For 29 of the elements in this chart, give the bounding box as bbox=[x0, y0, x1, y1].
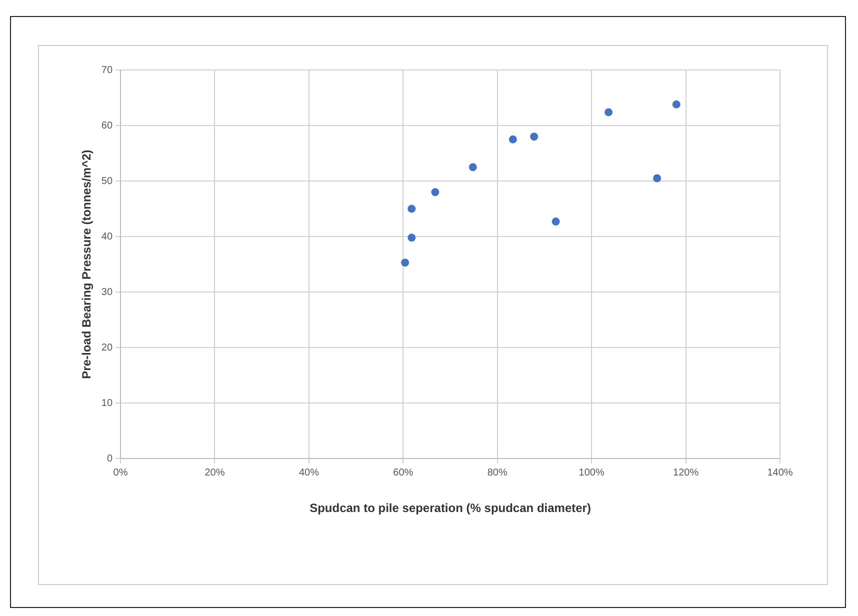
x-tick-label: 20% bbox=[204, 467, 225, 478]
y-tick-label: 70 bbox=[101, 64, 113, 76]
point bbox=[552, 218, 560, 226]
y-tick-label: 30 bbox=[101, 286, 113, 298]
x-tick-label: 120% bbox=[673, 467, 699, 478]
point bbox=[508, 135, 517, 144]
y-axis-title: Pre-load Bearing Pressure (tonnes/m^2) bbox=[80, 150, 94, 379]
point bbox=[431, 188, 440, 196]
point bbox=[653, 174, 662, 182]
x-tick-label: 40% bbox=[298, 467, 320, 478]
y-tick-label: 50 bbox=[101, 176, 113, 187]
point bbox=[672, 100, 680, 108]
point bbox=[468, 163, 477, 172]
y-tick-label: 60 bbox=[101, 120, 113, 132]
point bbox=[408, 234, 416, 242]
x-tick-label: 0% bbox=[113, 467, 128, 478]
point bbox=[408, 204, 416, 213]
y-tick-label: 0 bbox=[106, 453, 113, 464]
x-tick-label: 100% bbox=[578, 467, 604, 478]
y-tick-label: 40 bbox=[101, 231, 113, 242]
y-tick-label: 20 bbox=[101, 342, 113, 354]
point bbox=[604, 108, 613, 116]
point bbox=[401, 258, 410, 267]
x-tick-label: 80% bbox=[487, 467, 508, 478]
x-tick-label: 140% bbox=[767, 467, 793, 478]
y-tick-label: 10 bbox=[101, 398, 113, 409]
point bbox=[530, 132, 538, 141]
x-tick-label: 60% bbox=[393, 467, 414, 478]
x-axis-title: Spudcan to pile seperation (% spudcan diameter) bbox=[310, 501, 591, 516]
